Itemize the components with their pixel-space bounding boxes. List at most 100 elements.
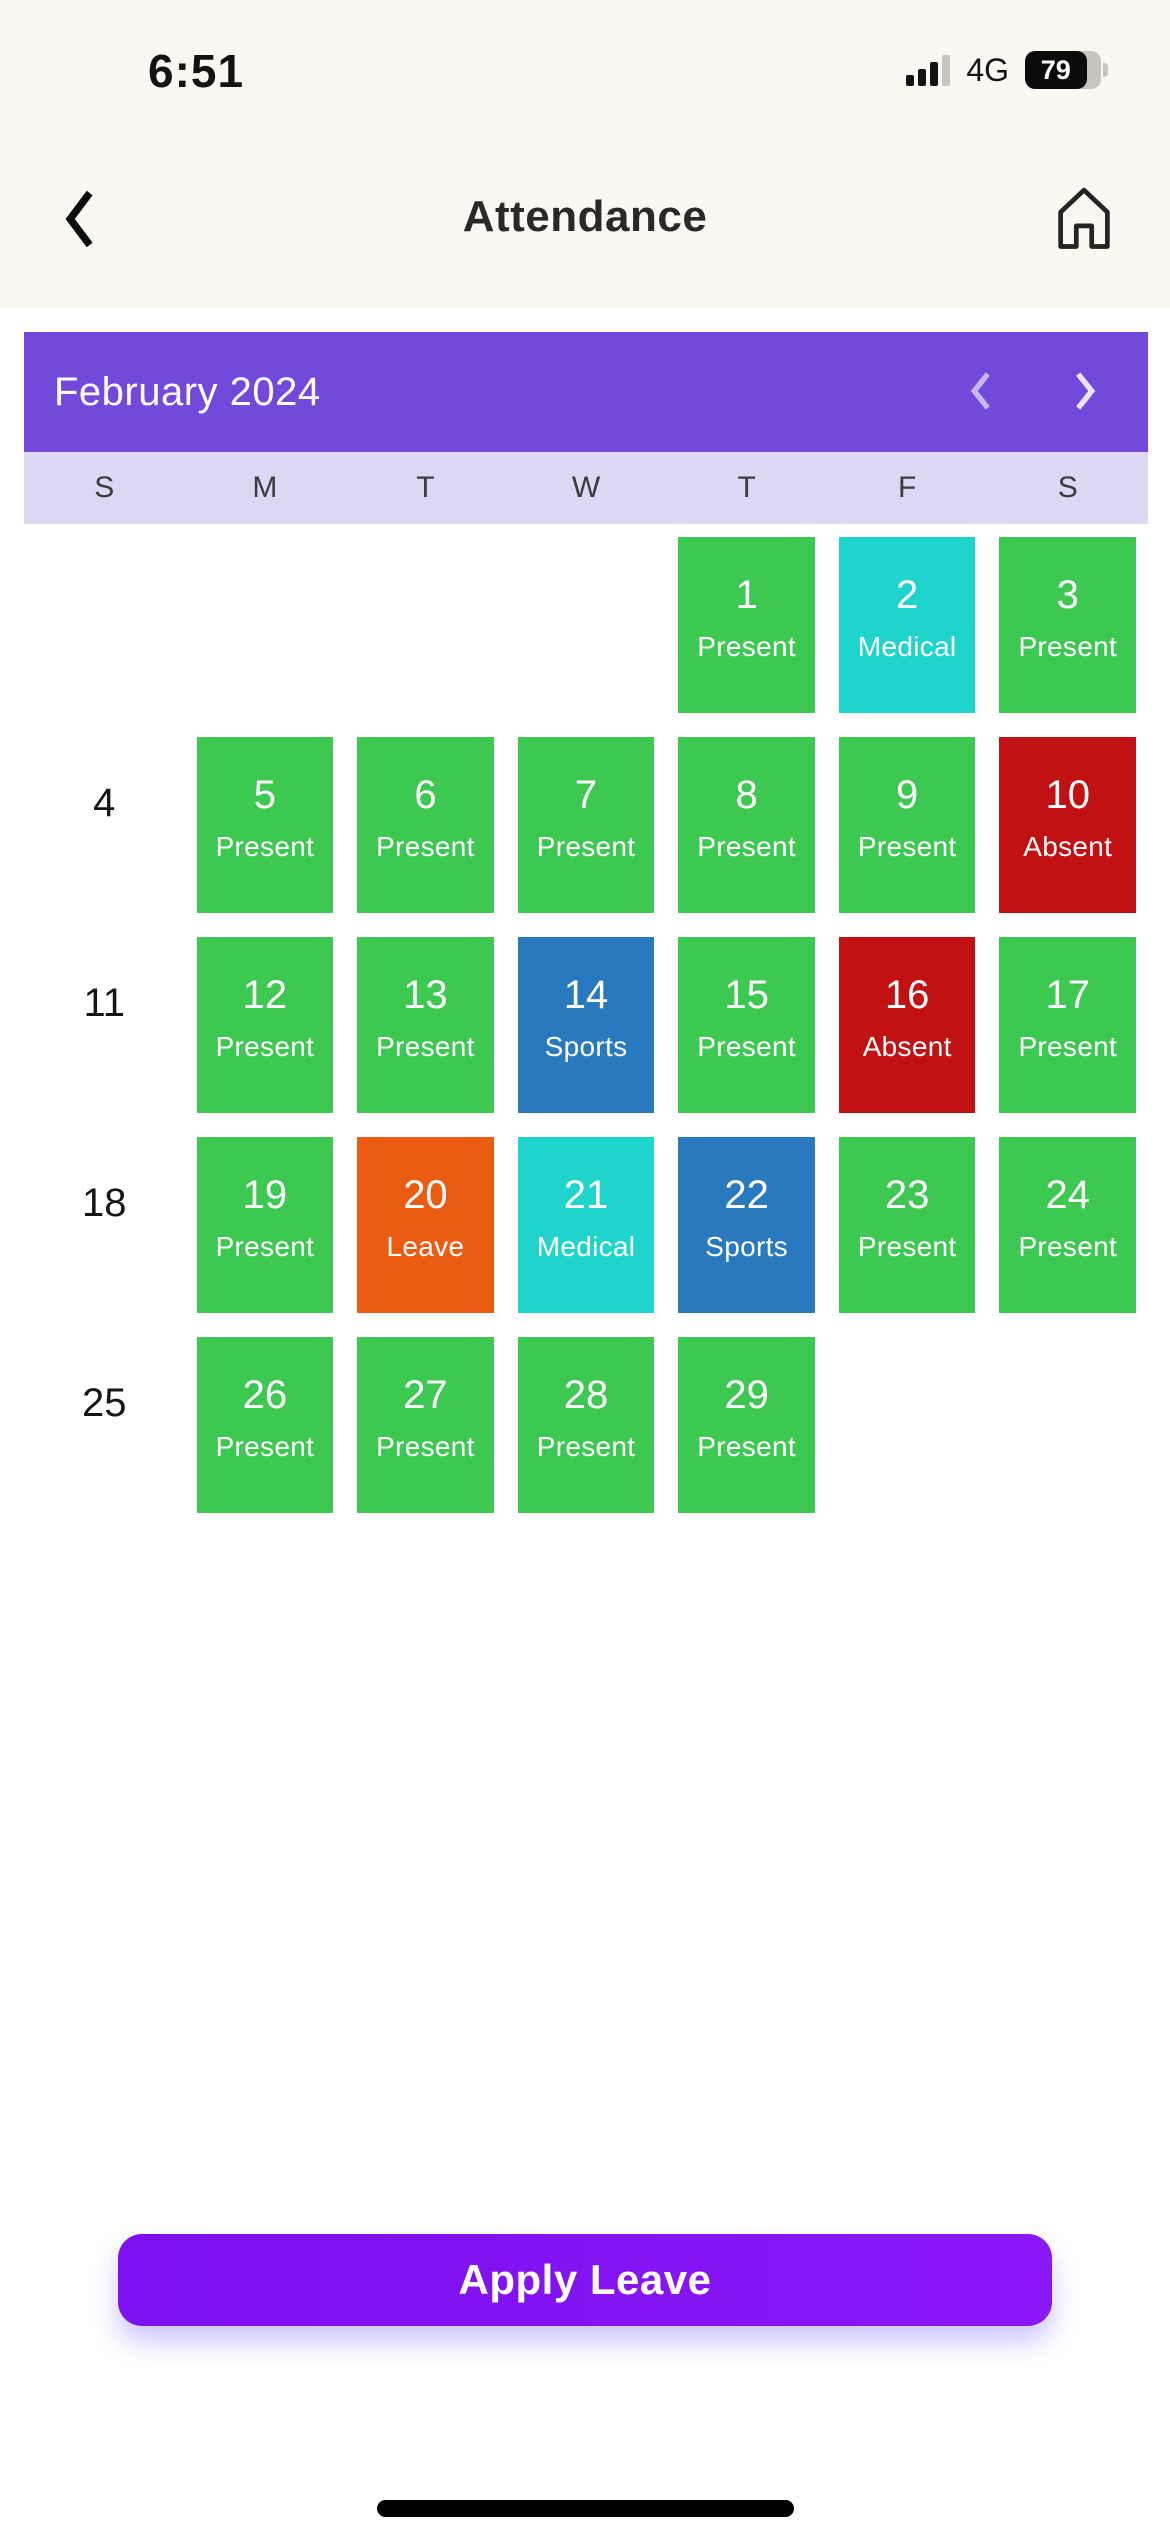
day-status-label: Present	[215, 1431, 315, 1462]
empty-cell	[506, 537, 667, 713]
calendar-cell: 12 Present	[185, 937, 346, 1113]
day-tile-21[interactable]: 21 Medical	[517, 1137, 655, 1313]
calendar-cell: 2 Medical	[827, 537, 988, 713]
day-number: 7	[574, 773, 598, 817]
day-tile-22[interactable]: 22 Sports	[678, 1137, 815, 1313]
day-number: 21	[563, 1173, 609, 1217]
app-header: Attendance	[0, 160, 1170, 280]
day-number: 6	[414, 773, 437, 817]
week-start-day-label: 4	[93, 781, 116, 825]
day-status-label: Present	[857, 1231, 957, 1262]
day-status-label: Leave	[386, 1231, 465, 1262]
day-tile-3[interactable]: 3 Present	[999, 537, 1137, 713]
day-status-label: Present	[376, 1431, 475, 1462]
day-tile-26[interactable]: 26 Present	[196, 1337, 334, 1513]
day-number: 24	[1045, 1173, 1091, 1217]
day-status-label: Present	[215, 1031, 315, 1062]
day-of-week-label: M	[252, 471, 278, 504]
day-tile-15[interactable]: 15 Present	[678, 937, 815, 1113]
day-number: 22	[724, 1173, 769, 1217]
day-status-label: Present	[1018, 631, 1118, 662]
chevron-left-icon	[55, 186, 107, 255]
day-status-label: Sports	[544, 1031, 628, 1062]
day-number: 15	[724, 973, 769, 1017]
calendar-cell: 6 Present	[345, 737, 506, 913]
calendar-week-row: 1 Present 2 Medical 3 Present	[24, 537, 1148, 713]
day-tile-28[interactable]: 28 Present	[517, 1337, 655, 1513]
day-status-label: Absent	[862, 1031, 952, 1062]
top-background	[0, 0, 1170, 308]
network-type-label: 4G	[966, 51, 1009, 88]
month-label: February 2024	[54, 369, 321, 414]
day-of-week-label: W	[571, 471, 601, 504]
back-button[interactable]	[46, 178, 116, 262]
month-nav	[958, 369, 1108, 415]
calendar-cell: 11	[24, 937, 185, 1113]
home-indicator-bar[interactable]	[377, 2500, 794, 2517]
day-status-label: Absent	[1023, 831, 1113, 862]
day-status-label: Present	[697, 1031, 796, 1062]
empty-cell	[345, 537, 506, 713]
day-tile-2[interactable]: 2 Medical	[838, 537, 976, 713]
day-of-week-label: S	[1057, 471, 1078, 504]
day-number: 10	[1045, 773, 1091, 817]
day-tile-24[interactable]: 24 Present	[999, 1137, 1137, 1313]
day-number: 23	[884, 1173, 930, 1217]
battery-percent-label: 79	[1025, 51, 1087, 89]
battery-icon: 79	[1025, 51, 1108, 89]
day-tile-7[interactable]: 7 Present	[517, 737, 655, 913]
day-tile-13[interactable]: 13 Present	[357, 937, 494, 1113]
day-tile-23[interactable]: 23 Present	[838, 1137, 976, 1313]
day-number: 14	[563, 973, 609, 1017]
calendar-cell: 13 Present	[345, 937, 506, 1113]
battery-tip	[1103, 63, 1108, 77]
calendar-cell: 29 Present	[666, 1337, 827, 1513]
month-banner: February 2024	[24, 332, 1148, 452]
day-tile-27[interactable]: 27 Present	[357, 1337, 494, 1513]
status-bar: 6:51 4G 79	[0, 38, 1170, 102]
day-tile-5[interactable]: 5 Present	[196, 737, 334, 913]
day-number: 1	[735, 573, 758, 617]
day-status-label: Present	[376, 831, 475, 862]
calendar-cell: 4	[24, 737, 185, 913]
day-tile-20[interactable]: 20 Leave	[357, 1137, 494, 1313]
day-tile-12[interactable]: 12 Present	[196, 937, 334, 1113]
day-tile-10[interactable]: 10 Absent	[999, 737, 1137, 913]
day-number: 8	[735, 773, 758, 817]
day-number: 5	[253, 773, 276, 817]
next-month-button[interactable]	[1062, 369, 1108, 415]
week-start-day-label: 18	[82, 1181, 127, 1225]
day-number: 13	[403, 973, 448, 1017]
calendar-cell: 20 Leave	[345, 1137, 506, 1313]
day-number: 29	[724, 1373, 769, 1417]
day-of-week-label: T	[416, 471, 435, 504]
calendar-cell: 8 Present	[666, 737, 827, 913]
day-tile-6[interactable]: 6 Present	[357, 737, 494, 913]
day-tile-14[interactable]: 14 Sports	[517, 937, 655, 1113]
calendar-grid: 1 Present 2 Medical 3 Present 4 5 Present 6 Presen…	[24, 537, 1148, 1537]
day-tile-9[interactable]: 9 Present	[838, 737, 976, 913]
calendar-week-row: 4 5 Present 6 Present 7 Present 8 Present 9 Presen…	[24, 737, 1148, 913]
day-of-week-label: S	[94, 471, 115, 504]
day-tile-19[interactable]: 19 Present	[196, 1137, 334, 1313]
empty-cell	[24, 537, 185, 713]
day-status-label: Present	[536, 831, 636, 862]
day-tile-8[interactable]: 8 Present	[678, 737, 815, 913]
calendar-cell: 1 Present	[666, 537, 827, 713]
day-tile-29[interactable]: 29 Present	[678, 1337, 815, 1513]
calendar-cell: 21 Medical	[506, 1137, 667, 1313]
calendar-week-row: 18 19 Present 20 Leave 21 Medical 22 Sports 23 Pre…	[24, 1137, 1148, 1313]
prev-month-button[interactable]	[958, 369, 1004, 415]
day-status-label: Medical	[536, 1231, 636, 1262]
day-status-label: Present	[857, 831, 957, 862]
day-tile-17[interactable]: 17 Present	[999, 937, 1137, 1113]
day-number: 3	[1056, 573, 1079, 617]
day-number: 27	[403, 1373, 448, 1417]
home-button[interactable]	[1036, 168, 1132, 272]
day-tile-1[interactable]: 1 Present	[678, 537, 815, 713]
apply-leave-button[interactable]: Apply Leave	[118, 2234, 1052, 2326]
day-tile-16[interactable]: 16 Absent	[838, 937, 976, 1113]
page-title: Attendance	[462, 192, 708, 241]
empty-cell	[185, 537, 346, 713]
